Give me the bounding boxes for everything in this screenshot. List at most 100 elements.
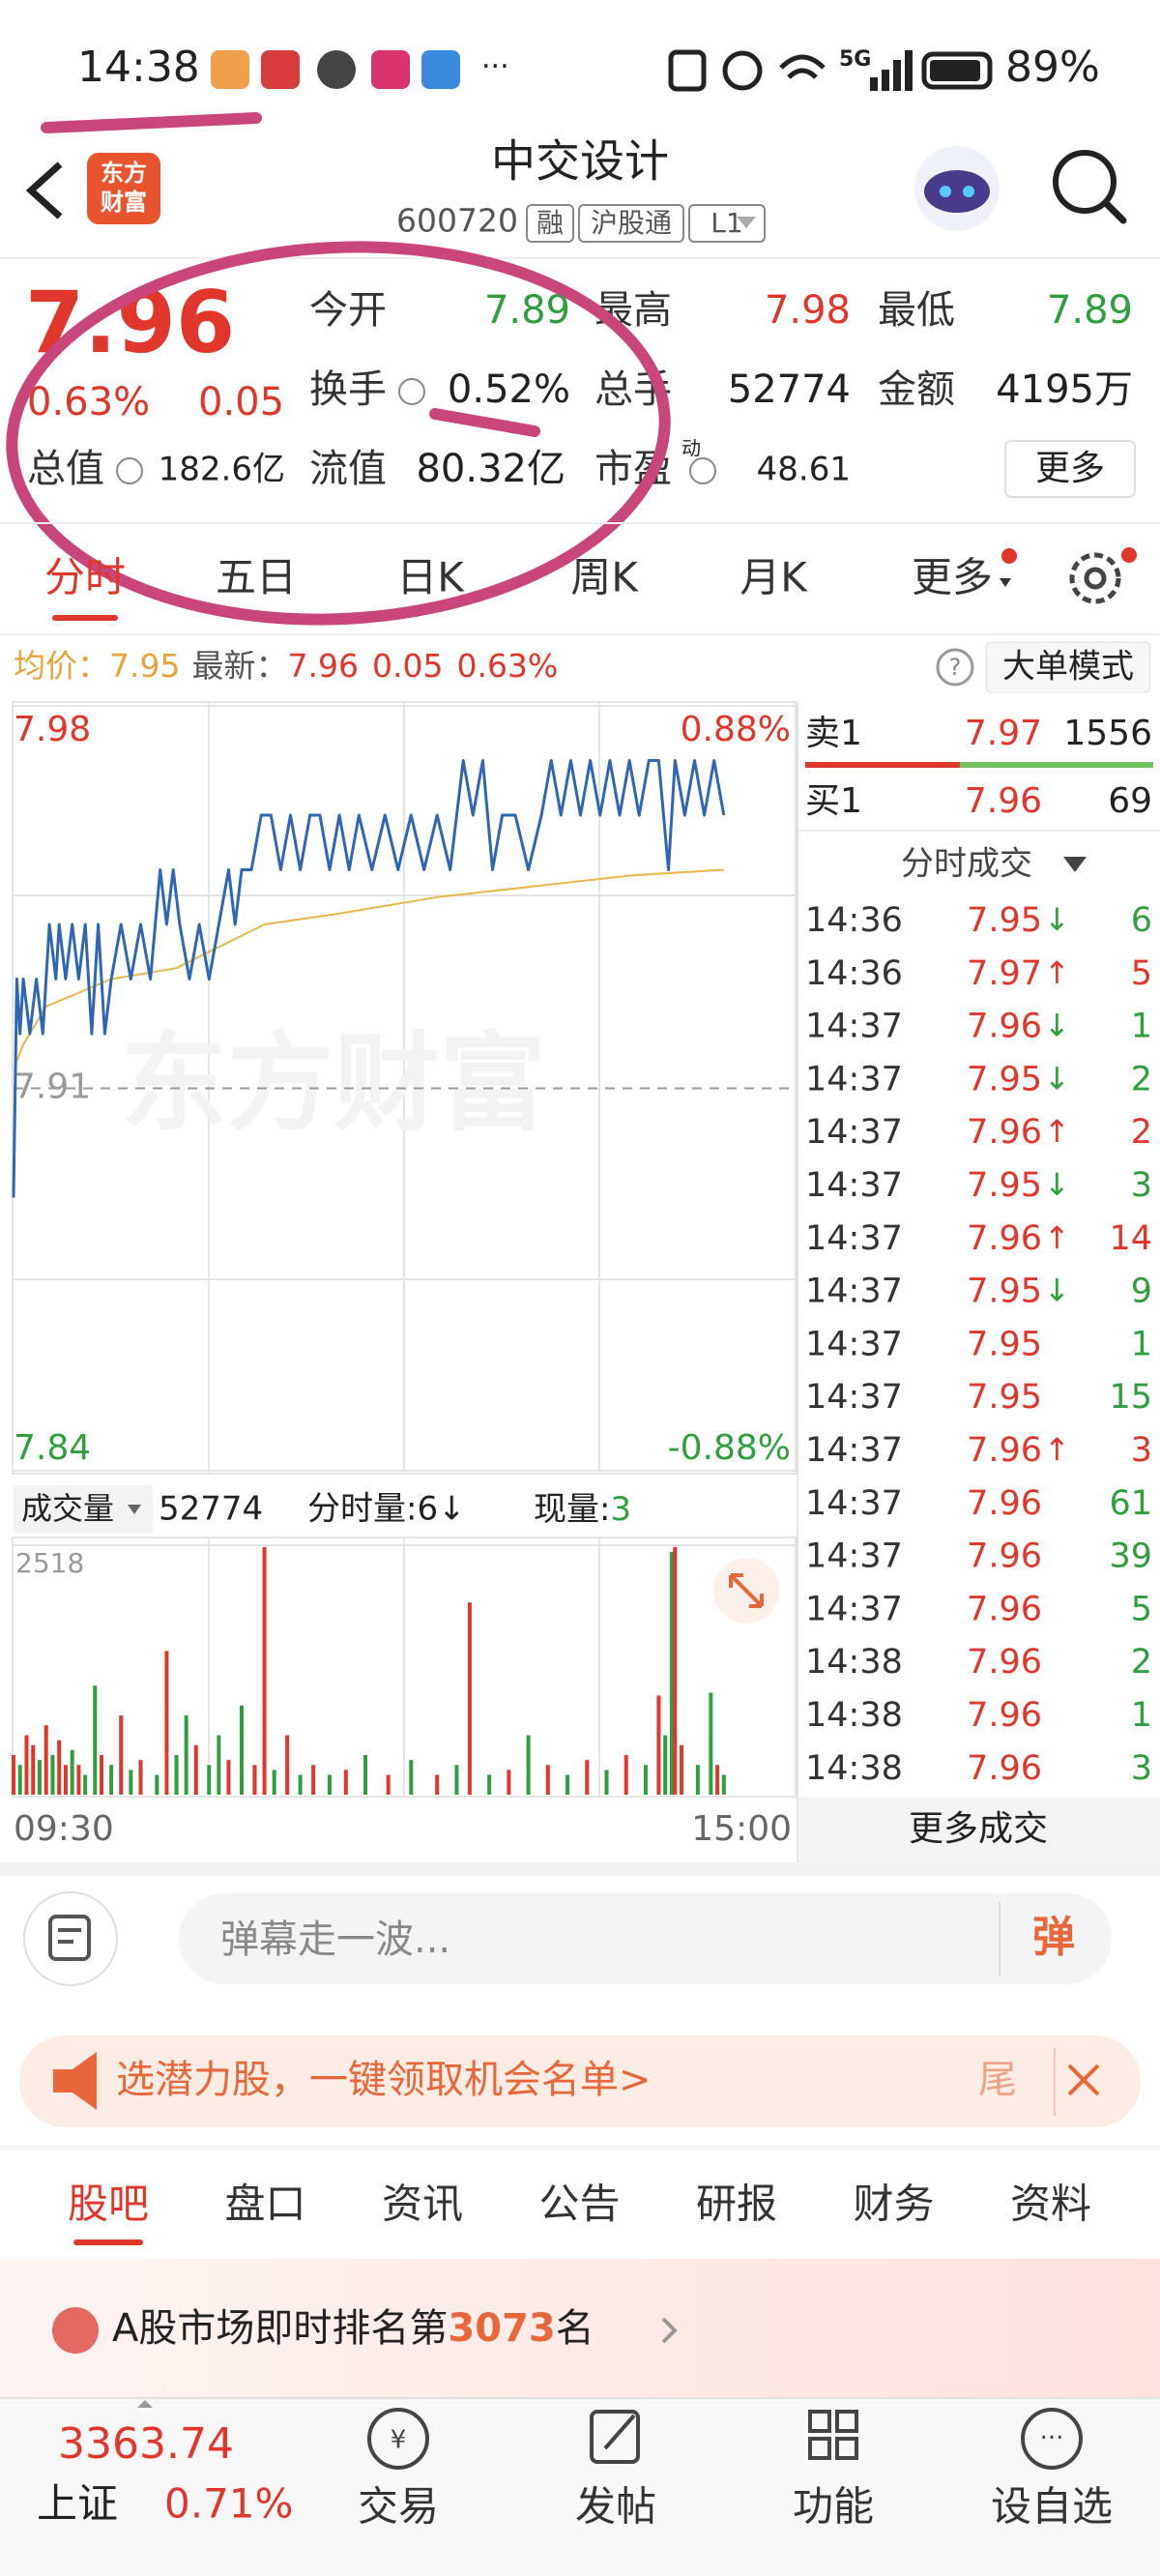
volume-label[interactable]: 成交量 <box>21 1490 114 1527</box>
book-side: 卖1 <box>805 714 862 753</box>
more-trades-bg[interactable] <box>798 1797 1160 1862</box>
trade-price: 7.96 <box>967 1219 1042 1258</box>
volume-bar <box>50 1755 55 1795</box>
book-side: 买1 <box>805 781 862 821</box>
dropdown-icon[interactable] <box>1063 857 1087 872</box>
rank-icon <box>52 2307 99 2354</box>
nav-item[interactable]: 设自选 <box>991 2483 1113 2531</box>
current-volume: 现量:3 <box>534 1490 631 1529</box>
help-mark[interactable]: ? <box>949 654 962 681</box>
more-button[interactable] <box>1004 440 1136 498</box>
field-value: 7.98 <box>765 288 851 333</box>
more-trades[interactable]: 更多成交 <box>909 1809 1048 1849</box>
trade-time: 14:37 <box>805 1378 903 1417</box>
comment-icon[interactable] <box>23 1891 118 1986</box>
search-button[interactable] <box>1053 150 1127 224</box>
expand-button[interactable] <box>713 1558 779 1624</box>
volume-bar <box>363 1755 368 1795</box>
info-icon[interactable] <box>116 457 143 484</box>
volume-selector[interactable] <box>14 1485 153 1534</box>
comment-placeholder[interactable]: 弹幕走一波... <box>220 1917 450 1962</box>
trade-time: 14:37 <box>805 1060 903 1098</box>
tab[interactable]: 日K <box>396 554 465 601</box>
index-value[interactable]: 3363.74 <box>58 2419 234 2469</box>
tab[interactable]: 周K <box>570 554 639 601</box>
trade-time: 14:38 <box>805 1643 903 1682</box>
section-tab[interactable]: 盘口 <box>224 2181 305 2228</box>
banner-text[interactable]: 选潜力股，一键领取机会名单> <box>116 2058 652 2102</box>
rank-text[interactable]: A股市场即时排名第3073名 <box>112 2306 594 2351</box>
info-icon[interactable] <box>398 378 425 405</box>
danmaku-button[interactable]: 弹 <box>1032 1913 1075 1962</box>
expand-icon[interactable] <box>137 2400 153 2408</box>
last: 7.96 <box>287 647 358 685</box>
volume-bar <box>24 1735 29 1795</box>
field-label: 流值 <box>309 447 387 491</box>
trade-price: 7.96 <box>967 1643 1042 1682</box>
index-change[interactable]: 0.71% <box>164 2480 293 2528</box>
assistant-avatar[interactable] <box>914 146 1000 231</box>
volume-bar <box>109 1765 114 1795</box>
info-line: 均价：7.95 最新：7.96 0.05 0.63% <box>14 647 558 685</box>
logo <box>87 153 160 224</box>
section-tab[interactable]: 资讯 <box>382 2181 463 2228</box>
volume-total: 52774 <box>159 1490 263 1529</box>
dropdown-icon[interactable] <box>737 217 756 228</box>
index-name[interactable]: 上证 <box>37 2480 118 2528</box>
stock-code: 600720 <box>396 202 518 240</box>
trade-volume: 3 <box>1131 1166 1152 1205</box>
field-value: 48.61 <box>757 451 851 489</box>
section-tab[interactable]: 公告 <box>538 2181 620 2228</box>
bid-ask-bar <box>805 762 960 768</box>
section-tab[interactable]: 资料 <box>1010 2181 1091 2228</box>
settings-button[interactable] <box>1069 547 1137 604</box>
volume-bar <box>656 1695 661 1795</box>
mode-label[interactable]: 大单模式 <box>1002 648 1134 687</box>
watermark: 东方财富 <box>121 1021 546 1145</box>
close-banner[interactable] <box>1067 2064 1100 2096</box>
trade-volume: 1 <box>1131 1008 1152 1046</box>
trade-time: 14:37 <box>805 1008 903 1046</box>
nav-item[interactable]: 功能 <box>793 2483 874 2531</box>
trade-time: 14:38 <box>805 1696 903 1735</box>
divider <box>999 1901 1000 1976</box>
trade-volume: 9 <box>1131 1273 1152 1311</box>
trade-price: 7.95 <box>967 1166 1042 1205</box>
tab-indicator <box>52 615 118 621</box>
field-label: 今开 <box>309 288 387 333</box>
section-tab[interactable]: 研报 <box>696 2181 777 2228</box>
back-button[interactable] <box>25 161 63 220</box>
help-icon[interactable] <box>936 648 974 687</box>
stock-tag <box>688 204 766 243</box>
volume-bar <box>272 1770 276 1795</box>
tab[interactable]: 分时 <box>44 554 126 601</box>
megaphone-icon <box>53 2052 97 2110</box>
dropdown-icon[interactable] <box>1000 578 1011 587</box>
nav-item[interactable]: 交易 <box>358 2483 439 2531</box>
tab[interactable]: 五日 <box>216 554 297 601</box>
trade-arrow: ↓ <box>1044 1166 1070 1203</box>
more-label[interactable]: 更多 <box>1035 449 1105 488</box>
tab[interactable]: 更多 <box>912 554 993 601</box>
stock-name: 中交设计 <box>491 135 669 188</box>
trade-price: 7.95 <box>967 1273 1042 1311</box>
dropdown-icon[interactable] <box>128 1505 141 1514</box>
nav-item[interactable]: 发帖 <box>575 2483 656 2531</box>
banner[interactable] <box>19 2035 1141 2127</box>
field-value: 4195万 <box>996 367 1133 412</box>
trade-volume: 1 <box>1131 1696 1152 1735</box>
book-volume: 1556 <box>1063 714 1152 753</box>
info-icon[interactable] <box>689 457 716 484</box>
comment-input[interactable] <box>179 1893 1112 1984</box>
tab[interactable]: 月K <box>740 554 808 601</box>
avg: 7.95 <box>109 647 180 685</box>
trade-volume: 39 <box>1109 1537 1152 1576</box>
section-tab[interactable]: 股吧 <box>68 2181 149 2228</box>
volume-bar <box>226 1760 231 1795</box>
mode-button[interactable] <box>985 641 1151 693</box>
book-price: 7.97 <box>965 714 1042 753</box>
avg-label: 均价： <box>14 647 109 685</box>
trade-time: 14:37 <box>805 1431 903 1470</box>
section-tab[interactable]: 财务 <box>853 2181 934 2228</box>
